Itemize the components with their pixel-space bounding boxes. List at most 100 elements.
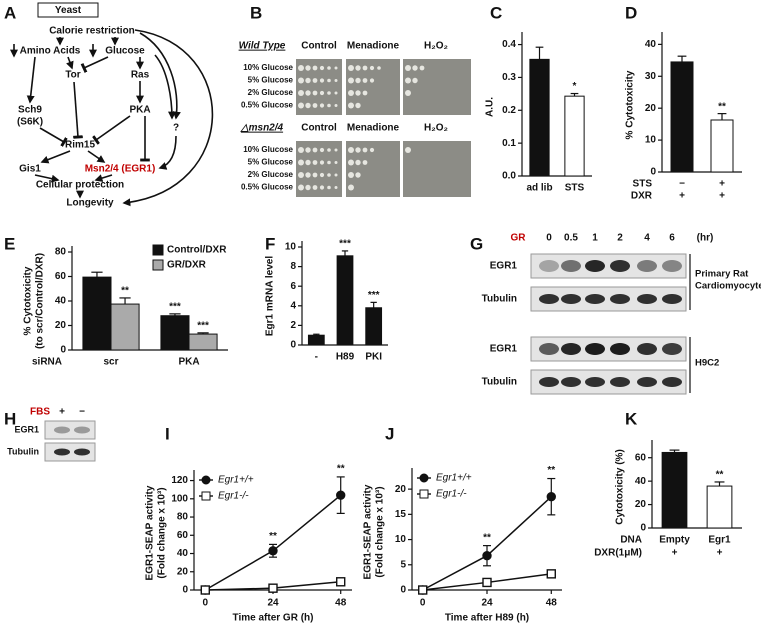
panel-label: K [625,409,638,428]
significance: *** [169,302,181,313]
colony [362,65,368,71]
node: Amino Acids [20,46,81,57]
column-header: Menadione [347,123,400,134]
colony [369,78,375,83]
x-tick-label: 0 [203,598,209,609]
band [74,426,90,434]
significance: ** [337,464,345,475]
marker [336,490,346,500]
column-header: Control [301,123,337,134]
node: Ras [131,70,150,81]
x-tick-label: Empty [659,535,690,546]
y-tick-label: 120 [171,475,188,486]
condition-name: DXR [631,191,653,202]
legend-label: Egr1+/+ [218,475,254,486]
node: Sch9 [18,105,42,116]
x-tick-label: Egr1 [708,535,731,546]
band [561,294,581,304]
bar [529,58,550,177]
colony [319,147,325,153]
colony [369,65,375,71]
y-tick-label: 40 [177,548,189,559]
marker [268,583,278,593]
x-tick-label: 24 [267,598,279,609]
colony [319,160,325,165]
colony [312,65,318,71]
y-axis-label: EGR1-SEAP activity [363,484,374,579]
colony [312,172,318,178]
time-unit: (hr) [697,233,714,244]
band [610,343,630,355]
y-axis-label: (to scr/Control/DXR) [35,253,46,349]
y-tick-label: 0 [290,340,296,351]
condition-value: + [679,191,685,202]
bar [307,334,325,346]
x-tick-label: 48 [335,598,347,609]
bar [160,315,190,351]
strain-name: Wild Type [239,41,286,52]
colony [312,78,318,83]
band [662,294,682,304]
band [539,260,559,272]
title-box [37,2,99,18]
colony [327,78,331,83]
band [610,260,630,272]
row-label: 10% Glucose [243,145,293,154]
colony [355,90,361,96]
colony [369,147,375,153]
condition-value: − [679,179,685,190]
band [585,377,605,387]
plate [403,141,471,197]
colony [305,90,311,96]
band [662,343,682,355]
panel-label: B [250,3,262,22]
condition-value: + [672,548,678,559]
colony [412,77,418,84]
bar [564,95,585,177]
band [539,294,559,304]
y-tick-label: 0.4 [502,39,516,50]
y-tick-label: 5 [400,559,406,570]
condition-value: + [719,191,725,202]
y-axis-label: (Fold change x 10³) [157,487,168,578]
band [637,260,657,272]
bar [706,485,733,529]
band [561,260,581,272]
panel-label: C [490,3,502,22]
bar [188,333,218,351]
band [637,377,657,387]
x-axis-label: Time after H89 (h) [445,613,529,624]
band [662,260,682,272]
colony [327,148,331,152]
colony [334,79,338,82]
timepoint: 0 [546,233,552,244]
marker [546,569,556,579]
x-axis-label: Time after GR (h) [233,613,314,624]
colony [319,90,325,96]
condition: − [79,407,85,418]
panel-label: D [625,3,637,22]
row-label: 2% Glucose [248,170,294,179]
legend-swatch [152,259,164,271]
blot [530,253,687,279]
colony [312,160,318,165]
y-tick-label: 20 [635,499,647,510]
colony [362,147,368,153]
marker [482,551,492,561]
significance: *** [339,239,351,250]
y-tick-label: 0.2 [502,105,516,116]
colony [305,77,311,84]
x-tick-label: PKI [365,352,382,363]
x-tick-label: ad lib [526,183,552,194]
node: Calorie restriction [49,26,135,37]
band [637,294,657,304]
y-tick-label: 40 [645,39,657,50]
y-tick-label: 6 [290,281,296,292]
x-tick-label: STS [565,183,585,194]
colony [327,185,331,190]
panel-label: G [470,234,483,253]
colony [405,77,411,84]
timepoint: 6 [669,233,675,244]
legend-label: GR/DXR [167,260,207,271]
y-tick-label: 4 [290,300,296,311]
